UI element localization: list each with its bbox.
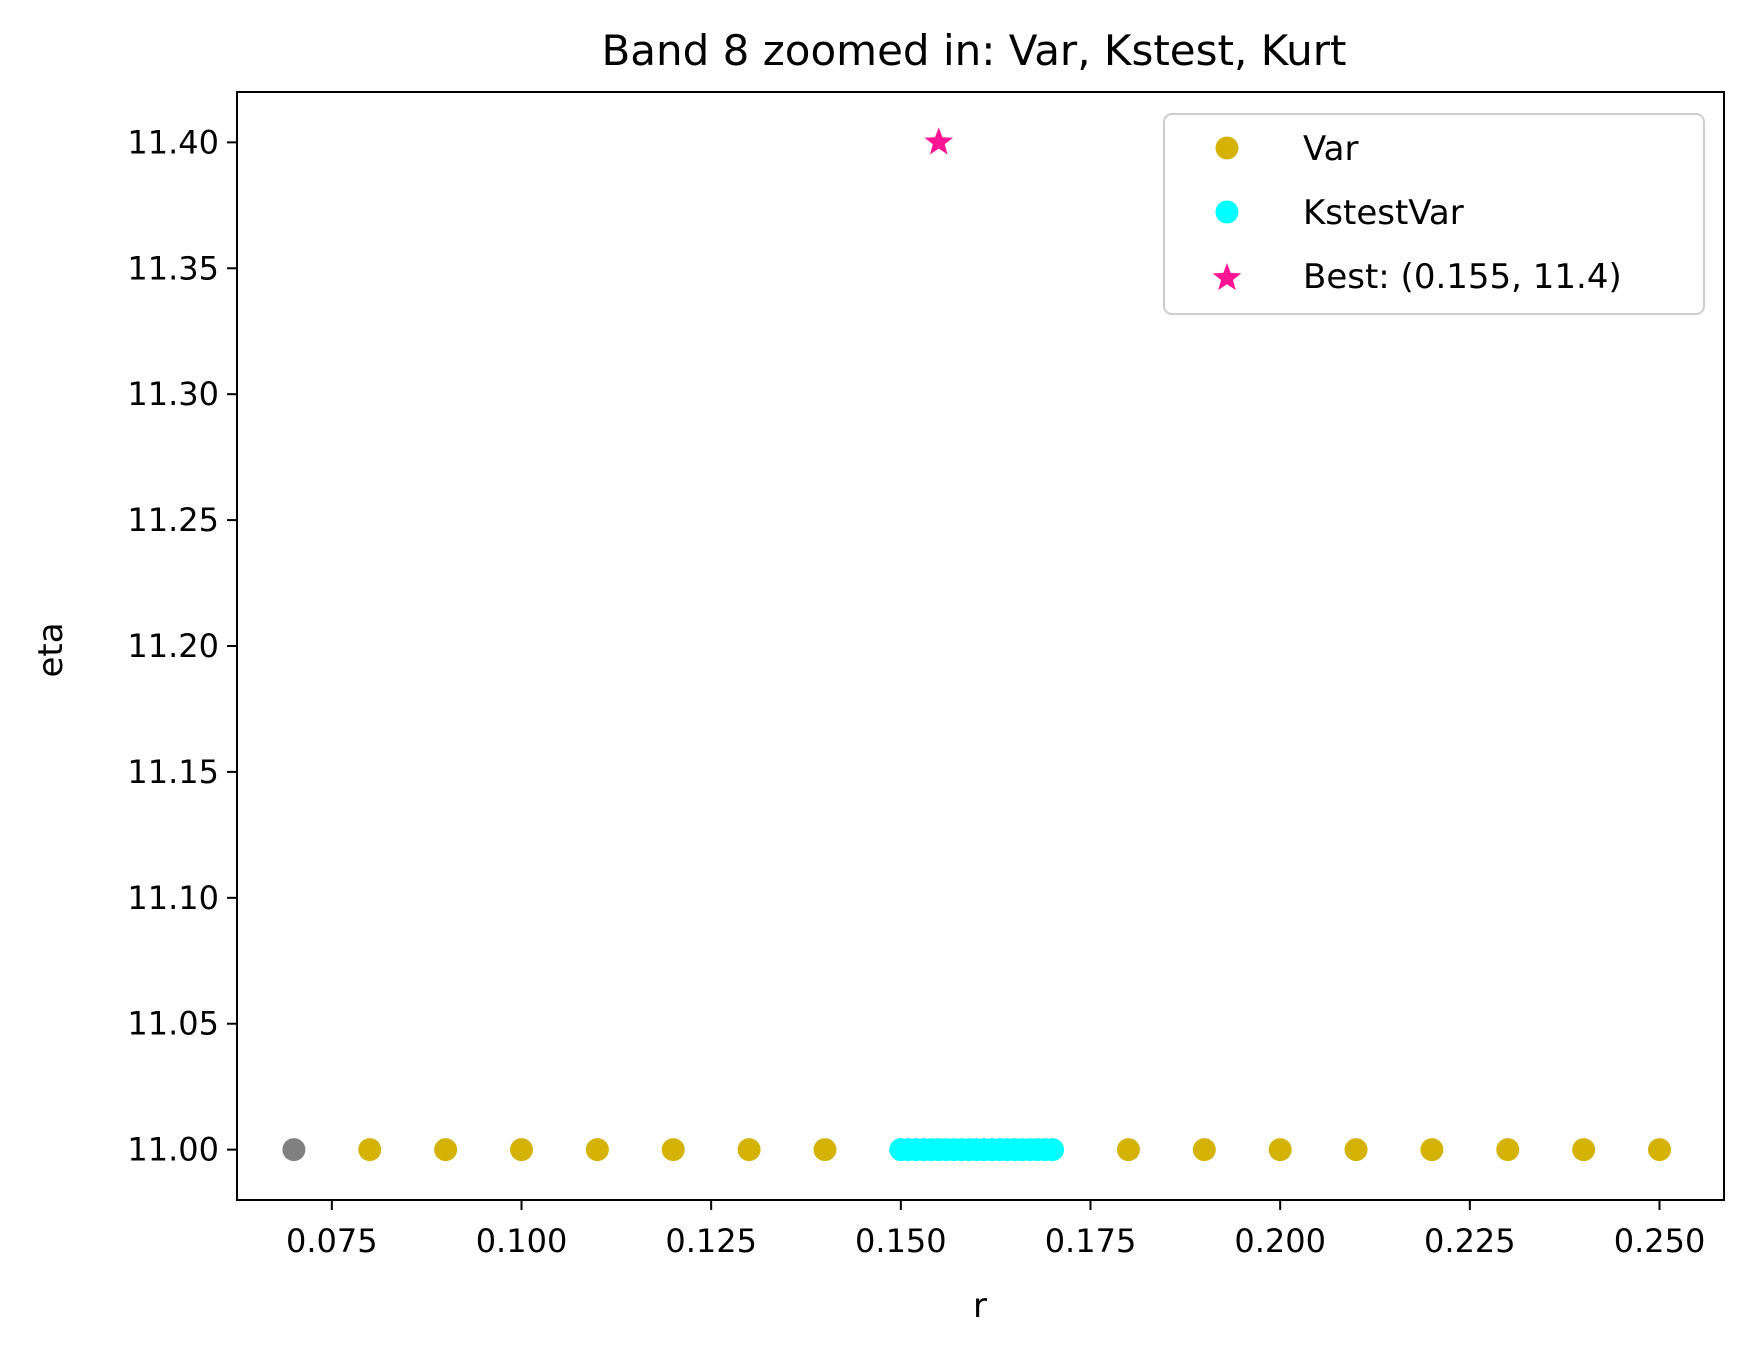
data-point <box>1116 1138 1140 1162</box>
x-tick-label: 0.225 <box>1424 1222 1516 1260</box>
y-tick-label: 11.30 <box>127 375 219 413</box>
y-tick-label: 11.10 <box>127 879 219 917</box>
data-point <box>1648 1138 1672 1162</box>
data-point <box>1344 1138 1368 1162</box>
data-point <box>737 1138 761 1162</box>
best-point-star <box>924 127 954 155</box>
data-point <box>1041 1138 1065 1162</box>
y-tick-label: 11.35 <box>127 249 219 287</box>
x-tick-label: 0.175 <box>1045 1222 1137 1260</box>
data-points <box>282 127 1672 1162</box>
data-point <box>1496 1138 1520 1162</box>
data-point <box>661 1138 685 1162</box>
y-tick-label: 11.00 <box>127 1131 219 1169</box>
x-tick-label: 0.075 <box>286 1222 378 1260</box>
legend-marker <box>1215 136 1239 160</box>
legend-label: Best: (0.155, 11.4) <box>1303 257 1622 297</box>
data-point <box>1572 1138 1596 1162</box>
y-axis-label: eta <box>31 622 71 677</box>
legend: Var KstestVar Best: (0.155, 11.4) <box>1163 113 1705 315</box>
x-tick-label: 0.100 <box>476 1222 568 1260</box>
y-tick-label: 11.25 <box>127 501 219 539</box>
data-point <box>1268 1138 1292 1162</box>
legend-box <box>1163 113 1705 315</box>
y-tick-label: 11.40 <box>127 123 219 161</box>
x-tick-label: 0.150 <box>855 1222 947 1260</box>
y-tick-label: 11.20 <box>127 627 219 665</box>
y-axis: 11.00 11.05 11.10 11.15 11.20 11.25 11.30 11.35… <box>127 123 237 1169</box>
x-tick-label: 0.200 <box>1234 1222 1326 1260</box>
x-tick-label: 0.250 <box>1614 1222 1706 1260</box>
chart-title: Band 8 zoomed in: Var, Kstest, Kurt <box>601 26 1346 75</box>
x-axis: 0.075 0.100 0.125 0.150 0.175 0.200 0.225 0.250 <box>286 1200 1705 1260</box>
data-point <box>510 1138 534 1162</box>
data-point <box>358 1138 382 1162</box>
x-tick-label: 0.125 <box>665 1222 757 1260</box>
x-axis-label: r <box>973 1286 987 1326</box>
legend-label: Var <box>1303 129 1358 169</box>
data-point <box>1192 1138 1216 1162</box>
legend-star-marker <box>1212 263 1242 291</box>
data-point <box>282 1138 306 1162</box>
data-point <box>1420 1138 1444 1162</box>
legend-label: KstestVar <box>1303 193 1464 233</box>
y-tick-label: 11.15 <box>127 753 219 791</box>
data-point <box>813 1138 837 1162</box>
legend-marker <box>1215 200 1239 224</box>
data-point <box>585 1138 609 1162</box>
data-point <box>434 1138 458 1162</box>
y-tick-label: 11.05 <box>127 1005 219 1043</box>
